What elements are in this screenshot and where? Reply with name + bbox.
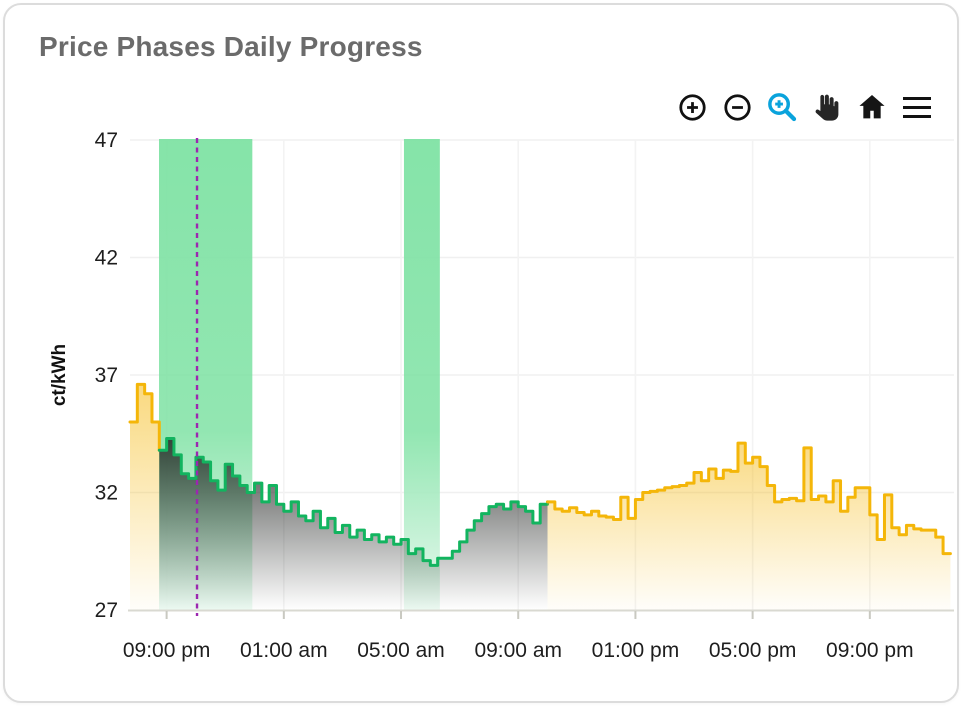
zoom-out-button[interactable]	[719, 89, 755, 125]
home-icon	[856, 91, 888, 123]
green-phase-band	[403, 139, 440, 610]
menu-icon	[901, 94, 933, 121]
x-tick-label: 09:00 am	[474, 639, 562, 662]
price-area-yellow-evening	[130, 384, 160, 610]
y-tick-label: 27	[95, 599, 118, 622]
price-area-green-phase	[159, 438, 548, 610]
price-chart-svg[interactable]: 47 42 37 32 27 ct/kWh 09:00 pm 01:00 am 05:00 am…	[5, 5, 959, 703]
zoom-out-icon	[723, 93, 752, 122]
y-tick-label: 47	[95, 129, 118, 152]
x-tick-label: 05:00 pm	[709, 639, 797, 662]
pan-hand-icon	[812, 92, 842, 122]
price-line-green-phase	[157, 436, 550, 567]
price-chart-plot-area[interactable]: 47 42 37 32 27 ct/kWh 09:00 pm 01:00 am 05:00 am…	[5, 5, 957, 701]
x-tick-label: 05:00 am	[357, 639, 445, 662]
price-phases-card: Price Phases Daily Progress	[3, 3, 959, 703]
price-line-yellow-day	[546, 441, 952, 556]
x-tick-label: 09:00 pm	[123, 639, 211, 662]
y-tick-label: 32	[95, 482, 118, 505]
selection-zoom-button[interactable]	[764, 89, 800, 125]
home-button[interactable]	[854, 89, 890, 125]
y-axis-title: ct/kWh	[49, 344, 70, 406]
x-tick-label: 01:00 pm	[592, 639, 680, 662]
page-title: Price Phases Daily Progress	[39, 31, 423, 62]
x-tick-label: 09:00 pm	[826, 639, 914, 662]
x-tick-label: 01:00 am	[240, 639, 328, 662]
menu-button[interactable]	[899, 89, 935, 125]
price-line-yellow-evening	[128, 382, 161, 452]
price-area-yellow-day	[547, 443, 951, 610]
zoom-in-icon	[678, 93, 707, 122]
selection-zoom-icon	[766, 91, 798, 123]
y-tick-label: 37	[95, 364, 118, 387]
pan-button[interactable]	[809, 89, 845, 125]
y-tick-label: 42	[95, 247, 118, 270]
zoom-in-button[interactable]	[674, 89, 710, 125]
chart-toolbar	[674, 89, 935, 125]
